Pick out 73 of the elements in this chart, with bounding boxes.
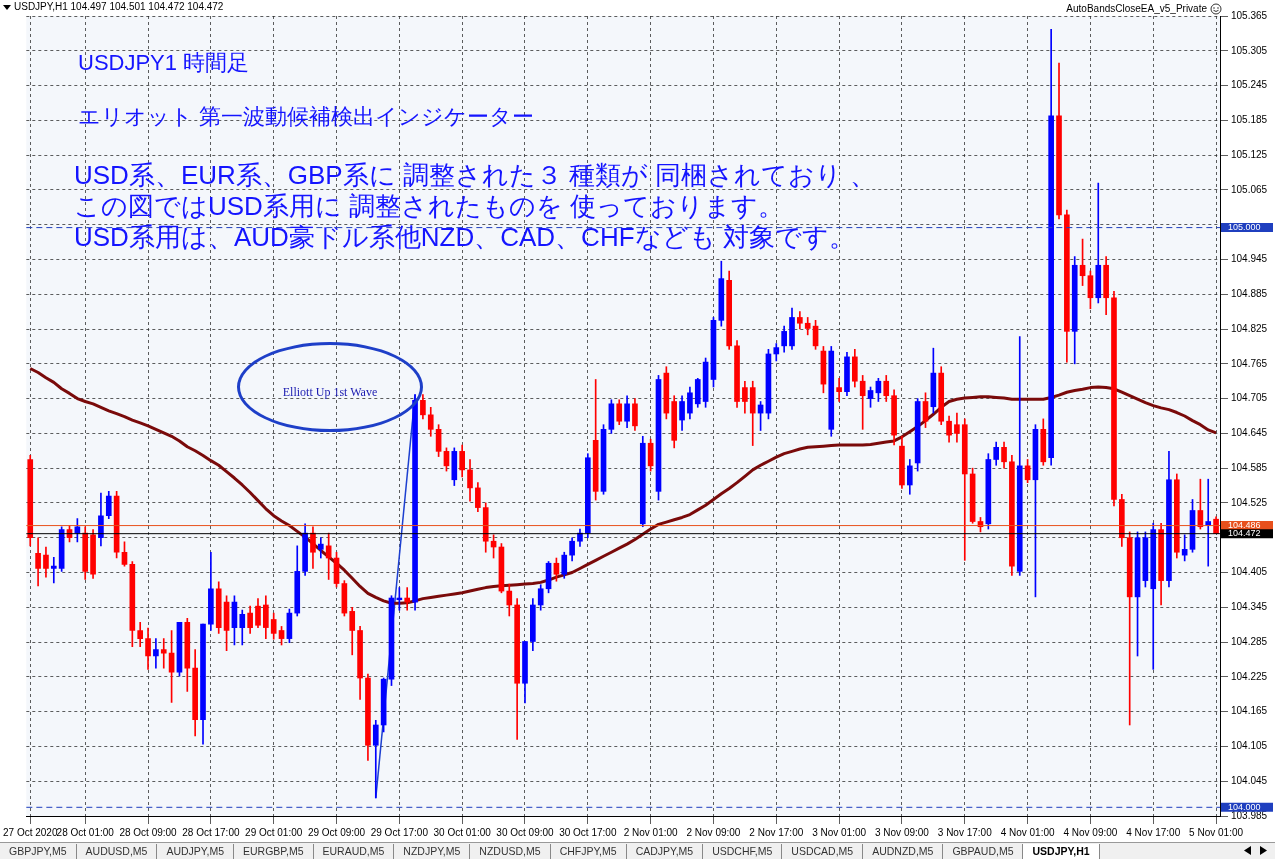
x-tick-label: 3 Nov 17:00 bbox=[937, 826, 993, 838]
y-tick-label: 105.065 bbox=[1231, 183, 1268, 195]
candlestick bbox=[153, 638, 159, 669]
x-tick-label: 5 Nov 01:00 bbox=[1189, 826, 1244, 838]
y-tick-label: 104.105 bbox=[1231, 740, 1268, 752]
x-tick-label: 30 Oct 01:00 bbox=[433, 826, 492, 838]
x-tick-label: 3 Nov 01:00 bbox=[812, 826, 867, 838]
y-tick-label: 104.945 bbox=[1231, 253, 1268, 265]
y-tick-label: 105.245 bbox=[1231, 79, 1268, 91]
y-tick-label: 104.165 bbox=[1231, 705, 1268, 717]
y-tick-label: 104.045 bbox=[1231, 774, 1268, 786]
text: AUDJPY,M5 bbox=[157, 844, 235, 859]
y-tick-label: 104.705 bbox=[1231, 392, 1268, 404]
text: EURGBP,M5 bbox=[234, 844, 314, 859]
y-tick-label: 105.185 bbox=[1231, 114, 1268, 126]
candlestick bbox=[50, 557, 57, 584]
annotation: USD系用は、AUD豪ドル系他NZD、CAD、CHFなども 対象です。 bbox=[74, 222, 855, 252]
candlestick bbox=[160, 638, 167, 669]
y-tick-label: 104.285 bbox=[1231, 635, 1268, 647]
text: USDCAD,M5 bbox=[782, 844, 864, 859]
text: USDJPY1 時間足 bbox=[78, 49, 250, 77]
ref-line-label: 104.472 bbox=[1228, 528, 1261, 539]
text: エリオット 第一波動候補検出インジケーター bbox=[78, 103, 535, 131]
x-tick-label: 2 Nov 09:00 bbox=[686, 826, 741, 838]
ref-line-label: 104.000 bbox=[1228, 801, 1261, 812]
text: NZDUSD,M5 bbox=[470, 844, 551, 859]
text: AutoBandsCloseEA_v5_Private bbox=[1066, 3, 1207, 14]
x-tick-label: 4 Nov 01:00 bbox=[1000, 826, 1055, 838]
x-tick-label: 3 Nov 09:00 bbox=[874, 826, 930, 838]
candlestick bbox=[1205, 478, 1212, 567]
text: CHFJPY,M5 bbox=[550, 844, 627, 859]
text: AUDNZD,M5 bbox=[863, 844, 944, 859]
y-tick-label: 104.765 bbox=[1231, 357, 1268, 369]
x-tick-label: 28 Oct 17:00 bbox=[182, 826, 240, 838]
x-tick-label: 4 Nov 17:00 bbox=[1126, 826, 1181, 838]
x-tick-label: 2 Nov 17:00 bbox=[749, 826, 804, 838]
text: AUDUSD,M5 bbox=[76, 844, 158, 859]
x-tick-label: 30 Oct 09:00 bbox=[496, 826, 555, 838]
annotation: USD系、EUR系、GBP系に 調整された３ 種類が 同梱されており 、 bbox=[74, 160, 876, 190]
annotation: Elliott Up 1st Wave bbox=[281, 385, 379, 400]
y-tick-label: 105.305 bbox=[1231, 44, 1268, 56]
y-tick-label: 105.125 bbox=[1231, 148, 1268, 160]
x-tick-label: 29 Oct 01:00 bbox=[245, 826, 303, 838]
y-tick-label: 104.405 bbox=[1231, 566, 1268, 578]
y-tick-label: 104.645 bbox=[1231, 427, 1268, 439]
text: USDJPY,H1 bbox=[1023, 844, 1100, 859]
y-tick-label: 104.585 bbox=[1231, 461, 1268, 473]
y-tick-label: 104.825 bbox=[1231, 322, 1268, 334]
ref-line-label: 105.000 bbox=[1228, 222, 1261, 233]
y-tick-label: 104.885 bbox=[1231, 288, 1268, 300]
y-tick-label: 104.225 bbox=[1231, 670, 1268, 682]
candlestick bbox=[836, 377, 842, 402]
text: USDCHF,M5 bbox=[703, 844, 783, 859]
annotation: この図ではUSD系用に 調整されたものを 使っております。 bbox=[74, 191, 785, 221]
y-tick-label: 105.365 bbox=[1231, 9, 1268, 21]
x-tick-label: 28 Oct 01:00 bbox=[56, 826, 115, 838]
x-tick-label: 2 Nov 01:00 bbox=[623, 826, 679, 838]
text: GBPAUD,M5 bbox=[943, 844, 1024, 859]
x-tick-label: 30 Oct 17:00 bbox=[559, 826, 617, 838]
x-tick-label: 29 Oct 09:00 bbox=[307, 826, 366, 838]
x-tick-label: 29 Oct 17:00 bbox=[370, 826, 429, 838]
y-tick-label: 104.525 bbox=[1231, 496, 1268, 508]
x-tick-label: 28 Oct 09:00 bbox=[119, 826, 178, 838]
y-tick-label: 104.345 bbox=[1231, 601, 1268, 613]
text: USDJPY,H1 104.497 104.501 104.472 104.472 bbox=[14, 1, 224, 12]
x-tick-label: 27 Oct 2020 bbox=[3, 826, 58, 838]
text: GBPJPY,M5 bbox=[0, 844, 77, 859]
x-tick-label: 4 Nov 09:00 bbox=[1063, 826, 1118, 838]
ref-line-label: 104.486 bbox=[1228, 520, 1261, 531]
y-tick-label: 103.985 bbox=[1231, 809, 1268, 821]
text: EURAUD,M5 bbox=[313, 844, 395, 859]
text: NZDJPY,M5 bbox=[394, 844, 471, 859]
text: CADJPY,M5 bbox=[626, 844, 704, 859]
